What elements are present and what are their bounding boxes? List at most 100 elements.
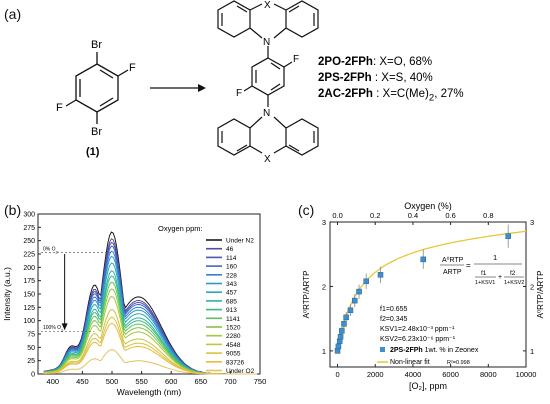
- data-point: [351, 297, 358, 304]
- top-axis-label: Oxygen (%): [404, 201, 452, 211]
- legend-label: 228: [226, 272, 237, 279]
- legend-label: 46: [226, 246, 234, 253]
- panel-b-label: (b): [4, 202, 22, 218]
- y-tick-label: 275: [23, 225, 35, 232]
- equation-lhs-den: ARTP: [443, 269, 462, 276]
- spectrum-line-under-o2: [43, 349, 257, 375]
- y-tick-label: 2: [322, 282, 326, 291]
- emission-spectra-chart: 400 450 500 550 600 650 700 750 0 25 50 75 100 125 150…: [2, 212, 266, 398]
- y-tick-label: 225: [23, 252, 35, 259]
- x-tick-label: 400: [47, 377, 60, 386]
- legend-label: 83726: [226, 359, 244, 366]
- data-point: [336, 338, 343, 344]
- synthesis-scheme: Br F F Br (1): [56, 0, 319, 165]
- x-tick-label: 2000: [367, 370, 384, 379]
- data-point: [343, 314, 349, 321]
- compound-line-3: 2AC-2FPh : X=C(Me)2, 27%: [318, 88, 464, 103]
- y-tick-label: 100: [23, 318, 35, 325]
- legend-marker-label: 2PS-2FPh 1wt. % in Zeonex: [390, 347, 479, 354]
- legend-title: Oxygen ppm:: [158, 224, 203, 233]
- legend-label: 343: [226, 281, 237, 288]
- y-tick-label: 175: [23, 278, 35, 285]
- equation-k1: 1+KSV1: [475, 280, 495, 286]
- br-bottom-atom: Br: [91, 126, 102, 138]
- data-point: [356, 288, 362, 295]
- f-right-atom: F: [129, 62, 136, 74]
- data-point: [347, 307, 354, 314]
- legend-r2: R²=0.998: [447, 360, 470, 366]
- fit-curve: [336, 230, 527, 352]
- data-point: [335, 343, 342, 350]
- x-tick-label: 550: [135, 377, 148, 386]
- data-point: [505, 233, 511, 239]
- equation-equals: =: [466, 261, 471, 270]
- legend-label: 913: [226, 307, 237, 314]
- x-tick-label: 700: [224, 377, 237, 386]
- data-point: [420, 256, 427, 263]
- top-x-tick-label: 0.0: [332, 211, 342, 220]
- f-left-atom: F: [56, 102, 63, 114]
- compound-name: 2PS-2FPh: [318, 72, 372, 84]
- compound-subscript: 2: [428, 92, 435, 104]
- legend-label: 9055: [226, 351, 241, 358]
- y-tick-label: 125: [23, 305, 35, 312]
- annotation-100pct: 100% O2: [43, 325, 64, 333]
- x-bottom-atom: X: [264, 154, 271, 165]
- right-y-tick-label: 2: [530, 282, 534, 291]
- y-tick-label: 250: [23, 238, 35, 245]
- data-point: [339, 328, 345, 334]
- x-tick-label: 600: [165, 377, 178, 386]
- data-point: [341, 321, 347, 327]
- y-axis-label: Intensity (a.u.): [2, 267, 12, 321]
- legend-label: 114: [226, 255, 237, 262]
- reaction-arrow: [150, 84, 206, 92]
- equation-f2: f2: [510, 270, 516, 277]
- compound-detail: : X=O, 68%: [372, 56, 433, 68]
- compound-detail: : X=C(Me): [372, 88, 429, 100]
- x-tick-label: 6000: [442, 370, 459, 379]
- n-bottom-atom: N: [263, 108, 270, 119]
- x-top-atom: X: [264, 0, 271, 11]
- data-point: [377, 272, 384, 278]
- product-structure: [217, 0, 319, 156]
- top-x-tick-label: 0.8: [483, 211, 493, 220]
- annotation-0pct: 0% O2: [43, 246, 59, 254]
- x-tick-label: 10000: [516, 370, 537, 379]
- y-tick-label: 25: [27, 358, 35, 365]
- compound-line-1: 2PO-2FPh: X=O, 68%: [318, 56, 432, 68]
- compound-detail: : X=S, 40%: [371, 72, 433, 84]
- right-y-axis-label: A⁰RTP/ARTP: [536, 271, 545, 319]
- compound-line-2: 2PS-2FPh : X=S, 40%: [318, 72, 433, 84]
- equation-f1: f1: [481, 270, 487, 277]
- legend-label: 685: [226, 298, 237, 305]
- fit-parameter: KSV2=6.23x10⁻⁶ ppm⁻¹: [380, 336, 456, 343]
- data-point: [337, 333, 344, 340]
- right-y-tick-label: 1: [530, 347, 534, 356]
- legend-label: 1141: [226, 316, 240, 323]
- x-axis-label: [O₂], ppm: [409, 381, 447, 391]
- f-product-left: F: [236, 88, 242, 99]
- reactant-structure: [65, 52, 129, 124]
- y-tick-label: 300: [23, 212, 35, 219]
- x-tick-label: 500: [106, 377, 119, 386]
- y-tick-label: 50: [27, 345, 35, 352]
- legend-fit-label: Non-linear fit: [390, 359, 430, 366]
- data-point: [363, 278, 369, 285]
- legend-label: 4548: [226, 342, 241, 349]
- legend-label: 2280: [226, 333, 241, 340]
- y-tick-label: 150: [23, 292, 35, 299]
- panel-c-label: (c): [298, 202, 315, 218]
- right-y-tick-label: 3: [530, 218, 534, 227]
- legend-label: Under N2: [226, 238, 254, 245]
- n-top-atom: N: [263, 37, 270, 48]
- top-x-tick-label: 0.2: [370, 211, 380, 220]
- compound-number: (1): [86, 146, 100, 158]
- x-axis-label: Wavelength (nm): [117, 387, 182, 397]
- x-tick-label: 650: [195, 377, 208, 386]
- plot-frame: [329, 221, 527, 368]
- y-tick-label: 0: [31, 372, 35, 379]
- stern-volmer-chart: 0 2000 4000 6000 8000 10000 0.0 0.2 0.4 0.6 0.8 1 1 2…: [302, 201, 545, 391]
- y-tick-label: 1: [322, 347, 326, 356]
- x-tick-label: 8000: [480, 370, 497, 379]
